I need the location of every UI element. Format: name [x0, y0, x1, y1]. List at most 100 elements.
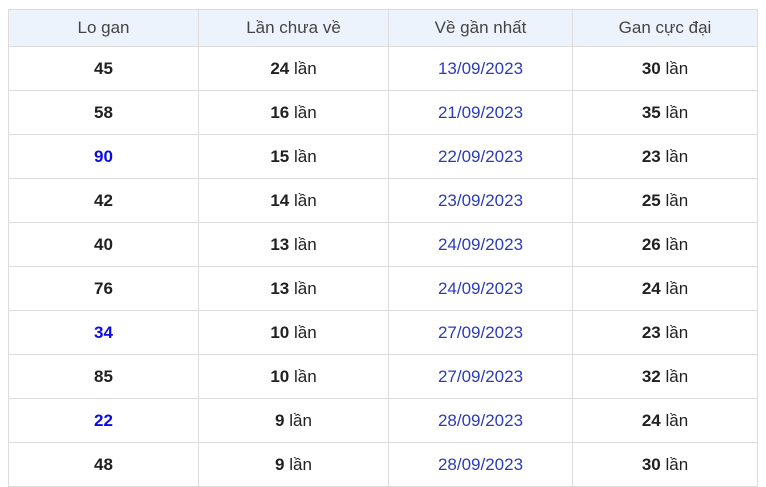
lo-gan-value: 45 — [94, 58, 113, 78]
cell-ve-gan-nhat: 23/09/2023 — [388, 178, 573, 223]
table-header-row: Lo gan Lần chưa về Về gần nhất Gan cực đ… — [8, 9, 758, 47]
table-row: 48 9 lần 28/09/2023 30 lần — [8, 442, 758, 487]
unit-label: lần — [665, 234, 689, 254]
header-lan-chua-ve: Lần chưa về — [198, 9, 389, 47]
cell-gan-cuc-dai: 25 lần — [572, 178, 758, 223]
lo-gan-value[interactable]: 22 — [94, 410, 113, 430]
unit-label: lần — [665, 102, 689, 122]
lo-gan-value: 40 — [94, 234, 113, 254]
unit-label: lần — [665, 454, 689, 474]
unit-label: lần — [665, 146, 689, 166]
cell-ve-gan-nhat: 28/09/2023 — [388, 442, 573, 487]
gan-cuc-dai-value: 23 — [641, 146, 661, 166]
unit-label: lần — [665, 278, 689, 298]
gan-cuc-dai-value: 30 — [641, 58, 661, 78]
cell-lo-gan: 76 — [8, 266, 199, 311]
cell-ve-gan-nhat: 24/09/2023 — [388, 266, 573, 311]
unit-label: lần — [665, 366, 689, 386]
lo-gan-stats-panel: Lo gan Lần chưa về Về gần nhất Gan cực đ… — [8, 9, 758, 487]
cell-lan-chua-ve: 10 lần — [198, 354, 389, 399]
header-gan-cuc-dai: Gan cực đại — [572, 9, 758, 47]
gan-cuc-dai-value: 25 — [641, 190, 661, 210]
cell-lo-gan: 85 — [8, 354, 199, 399]
date-link[interactable]: 28/09/2023 — [437, 410, 524, 430]
lo-gan-value: 58 — [94, 102, 113, 122]
gan-cuc-dai-value: 26 — [641, 234, 661, 254]
unit-label: lần — [293, 366, 317, 386]
date-link[interactable]: 27/09/2023 — [437, 322, 524, 342]
cell-ve-gan-nhat: 27/09/2023 — [388, 310, 573, 355]
lan-chua-ve-value: 13 — [270, 278, 290, 298]
date-link[interactable]: 24/09/2023 — [437, 278, 524, 298]
cell-gan-cuc-dai: 26 lần — [572, 222, 758, 267]
unit-label: lần — [293, 58, 317, 78]
cell-lo-gan: 58 — [8, 90, 199, 135]
cell-gan-cuc-dai: 32 lần — [572, 354, 758, 399]
gan-cuc-dai-value: 24 — [641, 278, 661, 298]
unit-label: lần — [293, 322, 317, 342]
cell-lan-chua-ve: 13 lần — [198, 222, 389, 267]
cell-gan-cuc-dai: 30 lần — [572, 442, 758, 487]
table-row: 22 9 lần 28/09/2023 24 lần — [8, 398, 758, 443]
cell-lan-chua-ve: 14 lần — [198, 178, 389, 223]
cell-gan-cuc-dai: 30 lần — [572, 46, 758, 91]
unit-label: lần — [293, 278, 317, 298]
lo-gan-value[interactable]: 90 — [94, 146, 113, 166]
header-ve-gan-nhat: Về gần nhất — [388, 9, 573, 47]
lan-chua-ve-value: 10 — [270, 366, 290, 386]
lo-gan-value[interactable]: 34 — [94, 322, 113, 342]
table-row: 42 14 lần 23/09/2023 25 lần — [8, 178, 758, 223]
date-link[interactable]: 27/09/2023 — [437, 366, 524, 386]
lan-chua-ve-value: 10 — [270, 322, 290, 342]
cell-lan-chua-ve: 13 lần — [198, 266, 389, 311]
cell-lo-gan: 48 — [8, 442, 199, 487]
cell-lan-chua-ve: 16 lần — [198, 90, 389, 135]
unit-label: lần — [293, 234, 317, 254]
unit-label: lần — [293, 102, 317, 122]
unit-label: lần — [293, 190, 317, 210]
lan-chua-ve-value: 24 — [270, 58, 290, 78]
unit-label: lần — [665, 410, 689, 430]
lan-chua-ve-value: 14 — [270, 190, 290, 210]
date-link[interactable]: 21/09/2023 — [437, 102, 524, 122]
lan-chua-ve-value: 9 — [275, 410, 285, 430]
cell-ve-gan-nhat: 22/09/2023 — [388, 134, 573, 179]
cell-lo-gan: 22 — [8, 398, 199, 443]
lo-gan-value: 42 — [94, 190, 113, 210]
gan-cuc-dai-value: 35 — [641, 102, 661, 122]
unit-label: lần — [289, 454, 312, 474]
cell-ve-gan-nhat: 21/09/2023 — [388, 90, 573, 135]
table-row: 58 16 lần 21/09/2023 35 lần — [8, 90, 758, 135]
date-link[interactable]: 22/09/2023 — [437, 146, 524, 166]
header-lo-gan: Lo gan — [8, 9, 199, 47]
unit-label: lần — [293, 146, 317, 166]
table-row: 90 15 lần 22/09/2023 23 lần — [8, 134, 758, 179]
cell-ve-gan-nhat: 27/09/2023 — [388, 354, 573, 399]
cell-gan-cuc-dai: 35 lần — [572, 90, 758, 135]
cell-lan-chua-ve: 15 lần — [198, 134, 389, 179]
table-row: 85 10 lần 27/09/2023 32 lần — [8, 354, 758, 399]
cell-lan-chua-ve: 24 lần — [198, 46, 389, 91]
table-row: 40 13 lần 24/09/2023 26 lần — [8, 222, 758, 267]
date-link[interactable]: 24/09/2023 — [437, 234, 524, 254]
cell-lo-gan: 42 — [8, 178, 199, 223]
cell-lan-chua-ve: 9 lần — [198, 442, 389, 487]
date-link[interactable]: 13/09/2023 — [437, 58, 524, 78]
cell-gan-cuc-dai: 23 lần — [572, 134, 758, 179]
lo-gan-value: 48 — [94, 454, 113, 474]
cell-lo-gan: 40 — [8, 222, 199, 267]
lan-chua-ve-value: 15 — [270, 146, 290, 166]
lan-chua-ve-value: 9 — [275, 454, 285, 474]
cell-lan-chua-ve: 9 lần — [198, 398, 389, 443]
cell-lo-gan: 90 — [8, 134, 199, 179]
table-row: 34 10 lần 27/09/2023 23 lần — [8, 310, 758, 355]
date-link[interactable]: 28/09/2023 — [437, 454, 524, 474]
cell-gan-cuc-dai: 23 lần — [572, 310, 758, 355]
lo-gan-value: 76 — [94, 278, 113, 298]
unit-label: lần — [665, 322, 689, 342]
cell-gan-cuc-dai: 24 lần — [572, 398, 758, 443]
lan-chua-ve-value: 16 — [270, 102, 290, 122]
date-link[interactable]: 23/09/2023 — [437, 190, 524, 210]
cell-ve-gan-nhat: 24/09/2023 — [388, 222, 573, 267]
lan-chua-ve-value: 13 — [270, 234, 290, 254]
